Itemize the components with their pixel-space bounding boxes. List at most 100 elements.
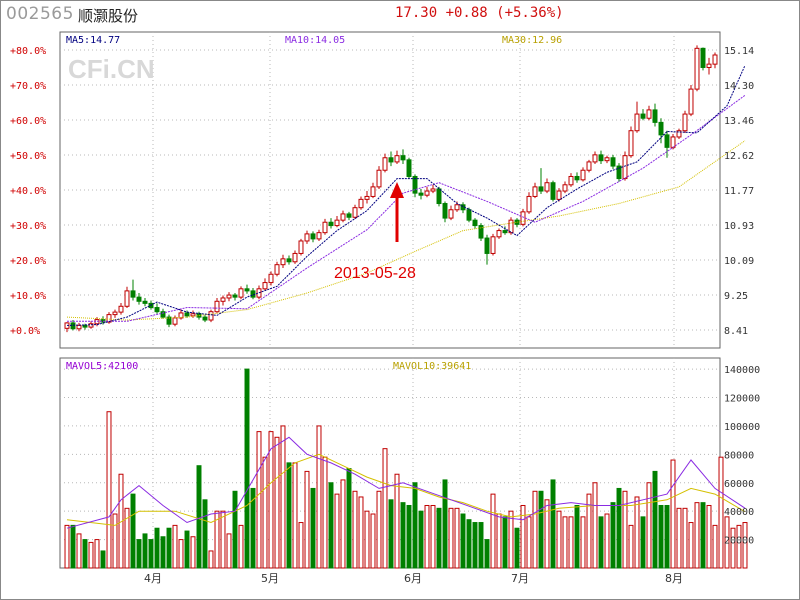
volume-tick-label: 140000 bbox=[724, 365, 760, 376]
volume-bar-up bbox=[124, 507, 130, 569]
candle-up bbox=[172, 317, 178, 325]
volume-bar-down bbox=[346, 468, 352, 569]
volume-bar-down bbox=[250, 487, 256, 569]
candle-down bbox=[514, 219, 520, 225]
volume-bar-up bbox=[214, 510, 220, 569]
volume-bar-up bbox=[562, 516, 568, 569]
candle-down bbox=[610, 157, 616, 167]
volume-bar-down bbox=[700, 502, 706, 569]
month-label: 5月 bbox=[261, 572, 279, 585]
volume-bar-down bbox=[610, 502, 616, 569]
volume-bar-up bbox=[430, 504, 436, 569]
volume-bar-down bbox=[310, 487, 316, 569]
candle-up bbox=[112, 311, 118, 316]
ma5-line bbox=[66, 65, 746, 326]
volume-bar-up bbox=[508, 510, 514, 569]
volume-bar-up bbox=[256, 431, 262, 569]
grid bbox=[59, 31, 721, 569]
candle-up bbox=[688, 88, 694, 115]
volume-bar-up bbox=[226, 533, 232, 569]
candle-up bbox=[706, 63, 712, 68]
candle-up bbox=[370, 186, 376, 197]
volume-tick-label: 100000 bbox=[724, 422, 760, 433]
candle-up bbox=[208, 311, 214, 321]
volume-bar-up bbox=[520, 504, 526, 569]
volume-bar-down bbox=[484, 539, 490, 569]
volume-bar-down bbox=[436, 507, 442, 569]
price-change: 17.30 +0.88 (+5.36%) bbox=[395, 5, 564, 21]
volume-bar-up bbox=[358, 496, 364, 569]
volume-bar-up bbox=[688, 522, 694, 569]
candle-down bbox=[700, 47, 706, 68]
volume-bar-up bbox=[238, 524, 244, 569]
volume-bar-up bbox=[292, 462, 298, 569]
stock-name: 顺灏股份 bbox=[78, 7, 139, 25]
candle-up bbox=[352, 207, 358, 218]
candle-down bbox=[142, 300, 148, 304]
candle-down bbox=[418, 192, 424, 196]
volume-bar-up bbox=[352, 490, 358, 569]
volume-bar-down bbox=[598, 516, 604, 569]
volume-bar-up bbox=[208, 550, 214, 569]
mavol-label-mavol5: MAVOL5:42100 bbox=[66, 361, 138, 372]
volume-bar-up bbox=[220, 510, 226, 569]
volume-bar-up bbox=[706, 504, 712, 569]
volume-bar-down bbox=[652, 470, 658, 569]
candle-down bbox=[184, 312, 190, 317]
candle-down bbox=[436, 188, 442, 205]
candle-up bbox=[628, 130, 634, 157]
volume-bar-down bbox=[244, 368, 250, 569]
volume-bar-up bbox=[322, 456, 328, 569]
candle-up bbox=[544, 182, 550, 192]
volume-bar-up bbox=[448, 507, 454, 569]
candle-down bbox=[652, 109, 658, 123]
candle-down bbox=[466, 209, 472, 221]
candle-down bbox=[640, 113, 646, 119]
candle-up bbox=[394, 155, 400, 163]
volume-bar-up bbox=[370, 513, 376, 569]
volume-bar-down bbox=[328, 482, 334, 569]
volume-bar-up bbox=[268, 431, 274, 569]
volume-bar-down bbox=[160, 536, 166, 569]
candle-up bbox=[508, 219, 514, 234]
volume-bar-up bbox=[172, 524, 178, 569]
volume-bar-down bbox=[658, 504, 664, 569]
volume-bar-up bbox=[364, 510, 370, 569]
candle-up bbox=[118, 305, 124, 313]
candle-up bbox=[604, 157, 610, 162]
volume-bar-up bbox=[742, 522, 748, 569]
candle-down bbox=[232, 294, 238, 298]
month-label: 6月 bbox=[404, 572, 422, 585]
candle-up bbox=[526, 195, 532, 213]
candle-down bbox=[658, 121, 664, 136]
volume-bar-up bbox=[568, 516, 574, 569]
volume-bar-up bbox=[190, 536, 196, 569]
ma10-line bbox=[67, 94, 746, 322]
candle-up bbox=[562, 184, 568, 192]
volume-bar-up bbox=[730, 527, 736, 569]
candle-up bbox=[334, 219, 340, 227]
volume-bar-down bbox=[286, 462, 292, 569]
candle-down bbox=[160, 311, 166, 318]
volume-bar-up bbox=[304, 470, 310, 569]
volume-bar-up bbox=[106, 411, 112, 569]
volume-bar-up bbox=[298, 522, 304, 569]
volume-bar-down bbox=[460, 513, 466, 569]
volume-bar-up bbox=[94, 539, 100, 569]
volume-bar-up bbox=[628, 524, 634, 569]
candle-down bbox=[472, 219, 478, 227]
volume-bar-down bbox=[502, 516, 508, 569]
candle-up bbox=[676, 130, 682, 138]
volume-bar-up bbox=[646, 482, 652, 569]
candle-up bbox=[358, 198, 364, 209]
candle-down bbox=[400, 155, 406, 161]
candle-up bbox=[568, 175, 574, 186]
candle-down bbox=[202, 316, 208, 321]
volume-bar-up bbox=[334, 493, 340, 569]
candle-up bbox=[556, 190, 562, 200]
candle-up bbox=[532, 186, 538, 197]
candle-up bbox=[280, 258, 286, 266]
candle-down bbox=[166, 316, 172, 325]
left-tick-label: +0.0% bbox=[10, 326, 40, 337]
